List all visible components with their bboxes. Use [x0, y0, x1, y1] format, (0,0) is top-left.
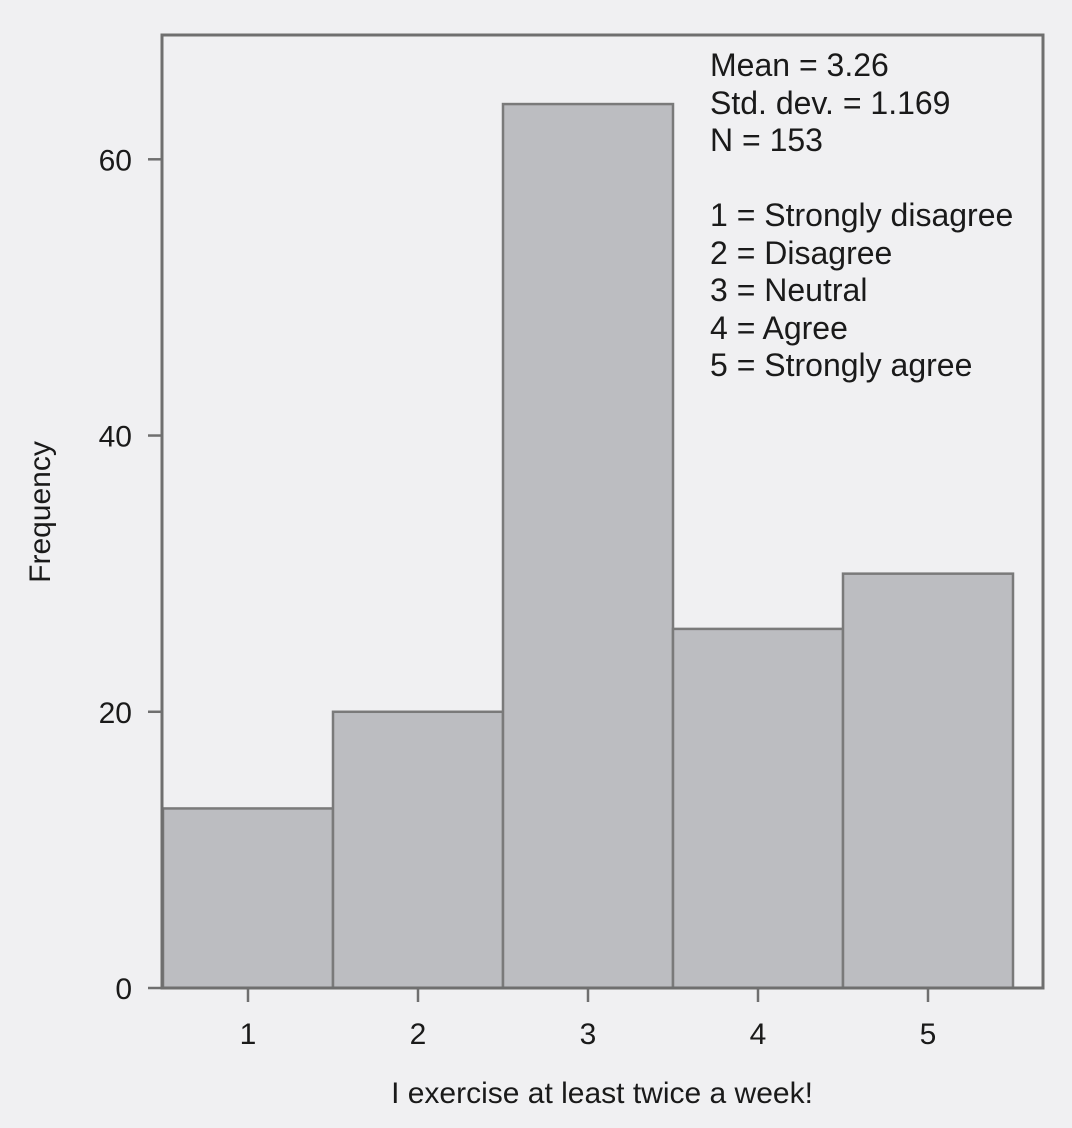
y-axis-title: Frequency [24, 441, 57, 583]
bar-2 [331, 710, 505, 990]
y-tick-label-40: 40 [99, 421, 132, 454]
scale-legend-2: 2 = Disagree [710, 235, 892, 271]
x-tick-label-5: 5 [920, 1018, 937, 1051]
x-tick-label-3: 3 [580, 1018, 597, 1051]
scale-legend-1: 1 = Strongly disagree [710, 197, 1013, 233]
plot-frame [160, 33, 1045, 990]
scale-legend: 1 = Strongly disagree 2 = Disagree 3 = N… [710, 197, 1013, 383]
x-tick-label-2: 2 [410, 1018, 427, 1051]
bar-1 [161, 807, 335, 990]
x-axis-title: I exercise at least twice a week! [391, 1077, 813, 1110]
y-tick-label-60: 60 [99, 144, 132, 177]
bar-4 [671, 627, 845, 990]
stats-annotation: Mean = 3.26 Std. dev. = 1.169 N = 153 [710, 47, 950, 158]
x-tick-label-4: 4 [750, 1018, 767, 1051]
y-tick-label-20: 20 [99, 697, 132, 730]
stats-std-dev: Std. dev. = 1.169 [710, 85, 950, 121]
stats-mean: Mean = 3.26 [710, 47, 889, 83]
bars-group [161, 102, 1015, 990]
bar-3 [501, 102, 675, 990]
stats-n: N = 153 [710, 122, 823, 158]
x-axis: 1 2 3 4 5 [240, 988, 937, 1051]
scale-legend-5: 5 = Strongly agree [710, 347, 972, 383]
y-tick-label-0: 0 [115, 973, 132, 1006]
scale-legend-4: 4 = Agree [710, 310, 848, 346]
scale-legend-3: 3 = Neutral [710, 272, 867, 308]
x-tick-label-1: 1 [240, 1018, 257, 1051]
bar-5 [841, 572, 1015, 990]
y-axis: 0 20 40 60 [99, 144, 162, 1006]
